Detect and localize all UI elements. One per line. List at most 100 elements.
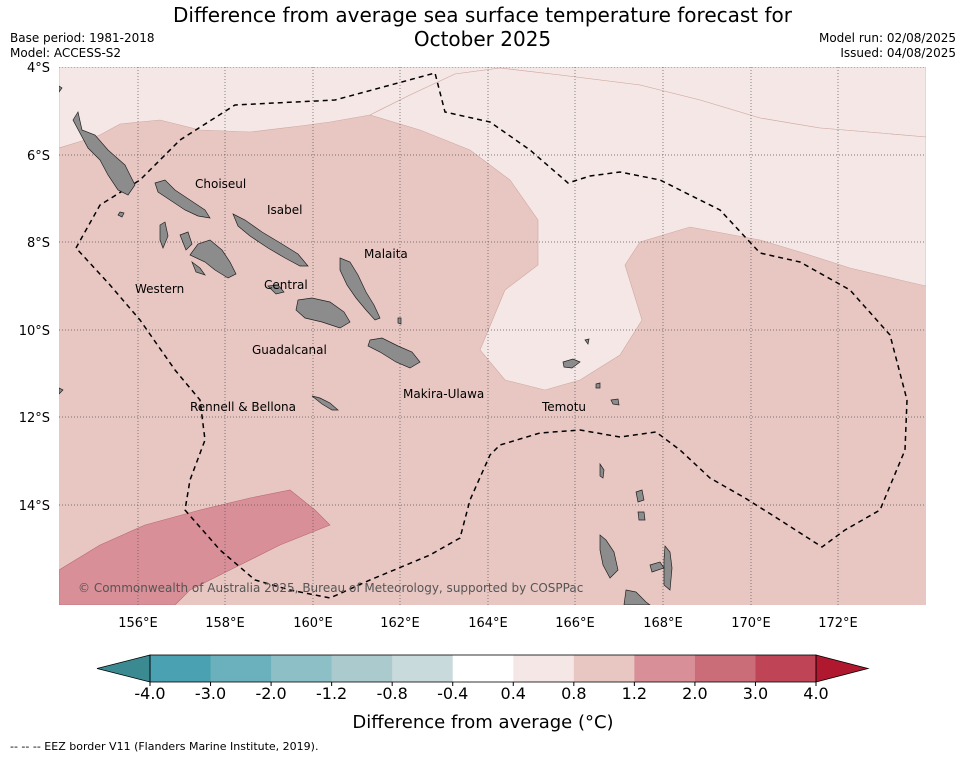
colorbar-tick-label: 1.2 [622,684,647,703]
lon-label: 162°E [380,616,420,631]
island-vanuatu-d [649,561,665,573]
label-choiseul: Choiseul [195,177,246,191]
colorbar-box [331,655,393,682]
island-western-e [191,260,206,276]
lon-label: 168°E [643,616,683,631]
label-isabel: Isabel [267,203,302,217]
island-vanuatu-c [663,545,673,591]
model-name: Model: ACCESS-S2 [10,46,122,60]
colorbar-boxes [150,655,817,682]
colorbar-box [755,655,817,682]
colorbar-box [513,655,575,682]
title-line-1: Difference from average sea surface temp… [172,3,792,27]
province-labels: Choiseul Isabel Malaita Western Central … [135,177,586,414]
lon-labels: 156°E 158°E 160°E 162°E 164°E 166°E 168°… [118,616,858,631]
colorbar-box [392,655,454,682]
lat-label: 4°S [27,61,50,76]
colorbar-low-arrow [96,654,151,683]
colorbar-tick-label: -4.0 [134,684,165,703]
colorbar: -4.0 -3.0 -2.0 -1.2 -0.8 -0.4 0.4 0.8 1.2 2.0 3.0 4… [96,654,870,733]
island-vanuatu-f [599,462,605,479]
island-temotu-c [610,398,620,406]
island-central [267,284,285,295]
ocean-warm-region [59,489,331,605]
island-choiseul [72,111,136,196]
label-malaita: Malaita [364,247,408,261]
label-rennell-bellona: Rennell & Bellona [190,400,296,414]
island-small-c [584,338,590,345]
lon-label: 158°E [205,616,245,631]
label-makira-ulawa: Makira-Ulawa [403,387,484,401]
label-western: Western [135,282,184,296]
label-temotu: Temotu [541,400,586,414]
colorbar-high-arrow [815,654,870,683]
colorbar-box [634,655,696,682]
title-line-2: October 2025 [413,27,552,51]
colorbar-outline [149,654,817,683]
island-vanuatu-e [635,489,645,503]
label-guadalcanal: Guadalcanal [252,343,327,357]
lat-label: 10°S [19,324,50,339]
colorbar-box [452,655,514,682]
island-vanuatu-g [637,511,646,521]
island-makira [367,337,421,369]
colorbar-tick-label: 0.8 [561,684,586,703]
colorbar-tick-label: -3.0 [195,684,226,703]
meta-left: Base period: 1981-2018 Model: ACCESS-S2 [10,31,155,61]
island-western-b [189,239,237,279]
colorbar-tick-label: 3.0 [743,684,768,703]
lat-labels: 4°S 6°S 8°S 10°S 12°S 14°S [19,61,50,514]
base-period: Base period: 1981-2018 [10,31,155,45]
island-vanuatu-b [623,589,651,605]
footnote: -- -- -- EEZ border V11 (Flanders Marine… [10,740,319,753]
island-western-d [179,231,193,251]
island-western-a [154,179,211,219]
lon-label: 170°E [731,616,771,631]
model-run: Model run: 02/08/2025 [818,31,956,45]
colorbar-tick-label: -0.4 [437,684,468,703]
island-guadalcanal [295,297,351,329]
colorbar-box [150,655,212,682]
islands [59,85,673,605]
colorbar-tick-label: -0.8 [377,684,408,703]
issued-date: Issued: 04/08/2025 [840,46,956,60]
copyright: © Commonwealth of Australia 2025, Bureau… [78,581,583,595]
island-western-c [159,221,169,249]
island-west-edge [59,85,63,93]
lon-label: 166°E [555,616,595,631]
colorbar-box [694,655,756,682]
colorbar-box [573,655,635,682]
island-temotu-a [562,358,581,369]
lon-label: 160°E [293,616,333,631]
colorbar-tick-label: -2.0 [255,684,286,703]
ocean-light-lobe [369,67,926,391]
lon-label: 172°E [818,616,858,631]
map: Choiseul Isabel Malaita Western Central … [19,61,926,631]
meta-right: Model run: 02/08/2025 Issued: 04/08/2025 [819,31,956,61]
colorbar-box [210,655,272,682]
colorbar-tick-label: 0.4 [501,684,526,703]
lon-label: 156°E [118,616,158,631]
island-rennell [311,395,339,411]
eez-border [75,72,908,599]
label-central: Central [264,278,308,292]
lat-label: 14°S [19,499,50,514]
lat-label: 8°S [27,236,50,251]
island-malaita [339,257,381,321]
lon-label: 164°E [468,616,508,631]
colorbar-tick-label: -1.2 [316,684,347,703]
island-small-a [117,211,125,218]
lat-label: 12°S [19,411,50,426]
colorbar-box [271,655,333,682]
island-isabel [232,213,309,267]
lat-label: 6°S [27,149,50,164]
chart-title: Difference from average sea surface temp… [0,3,965,51]
island-temotu-b [595,382,601,389]
colorbar-ticks: -4.0 -3.0 -2.0 -1.2 -0.8 -0.4 0.4 0.8 1.2 2.0 3.0 4… [134,682,829,703]
colorbar-label: Difference from average (°C) [352,712,613,733]
colorbar-tick-label: 2.0 [682,684,707,703]
colorbar-tick-label: 4.0 [803,684,828,703]
island-vanuatu-a [599,534,619,579]
island-small-b [397,317,402,325]
island-west-edge-b [59,387,64,395]
